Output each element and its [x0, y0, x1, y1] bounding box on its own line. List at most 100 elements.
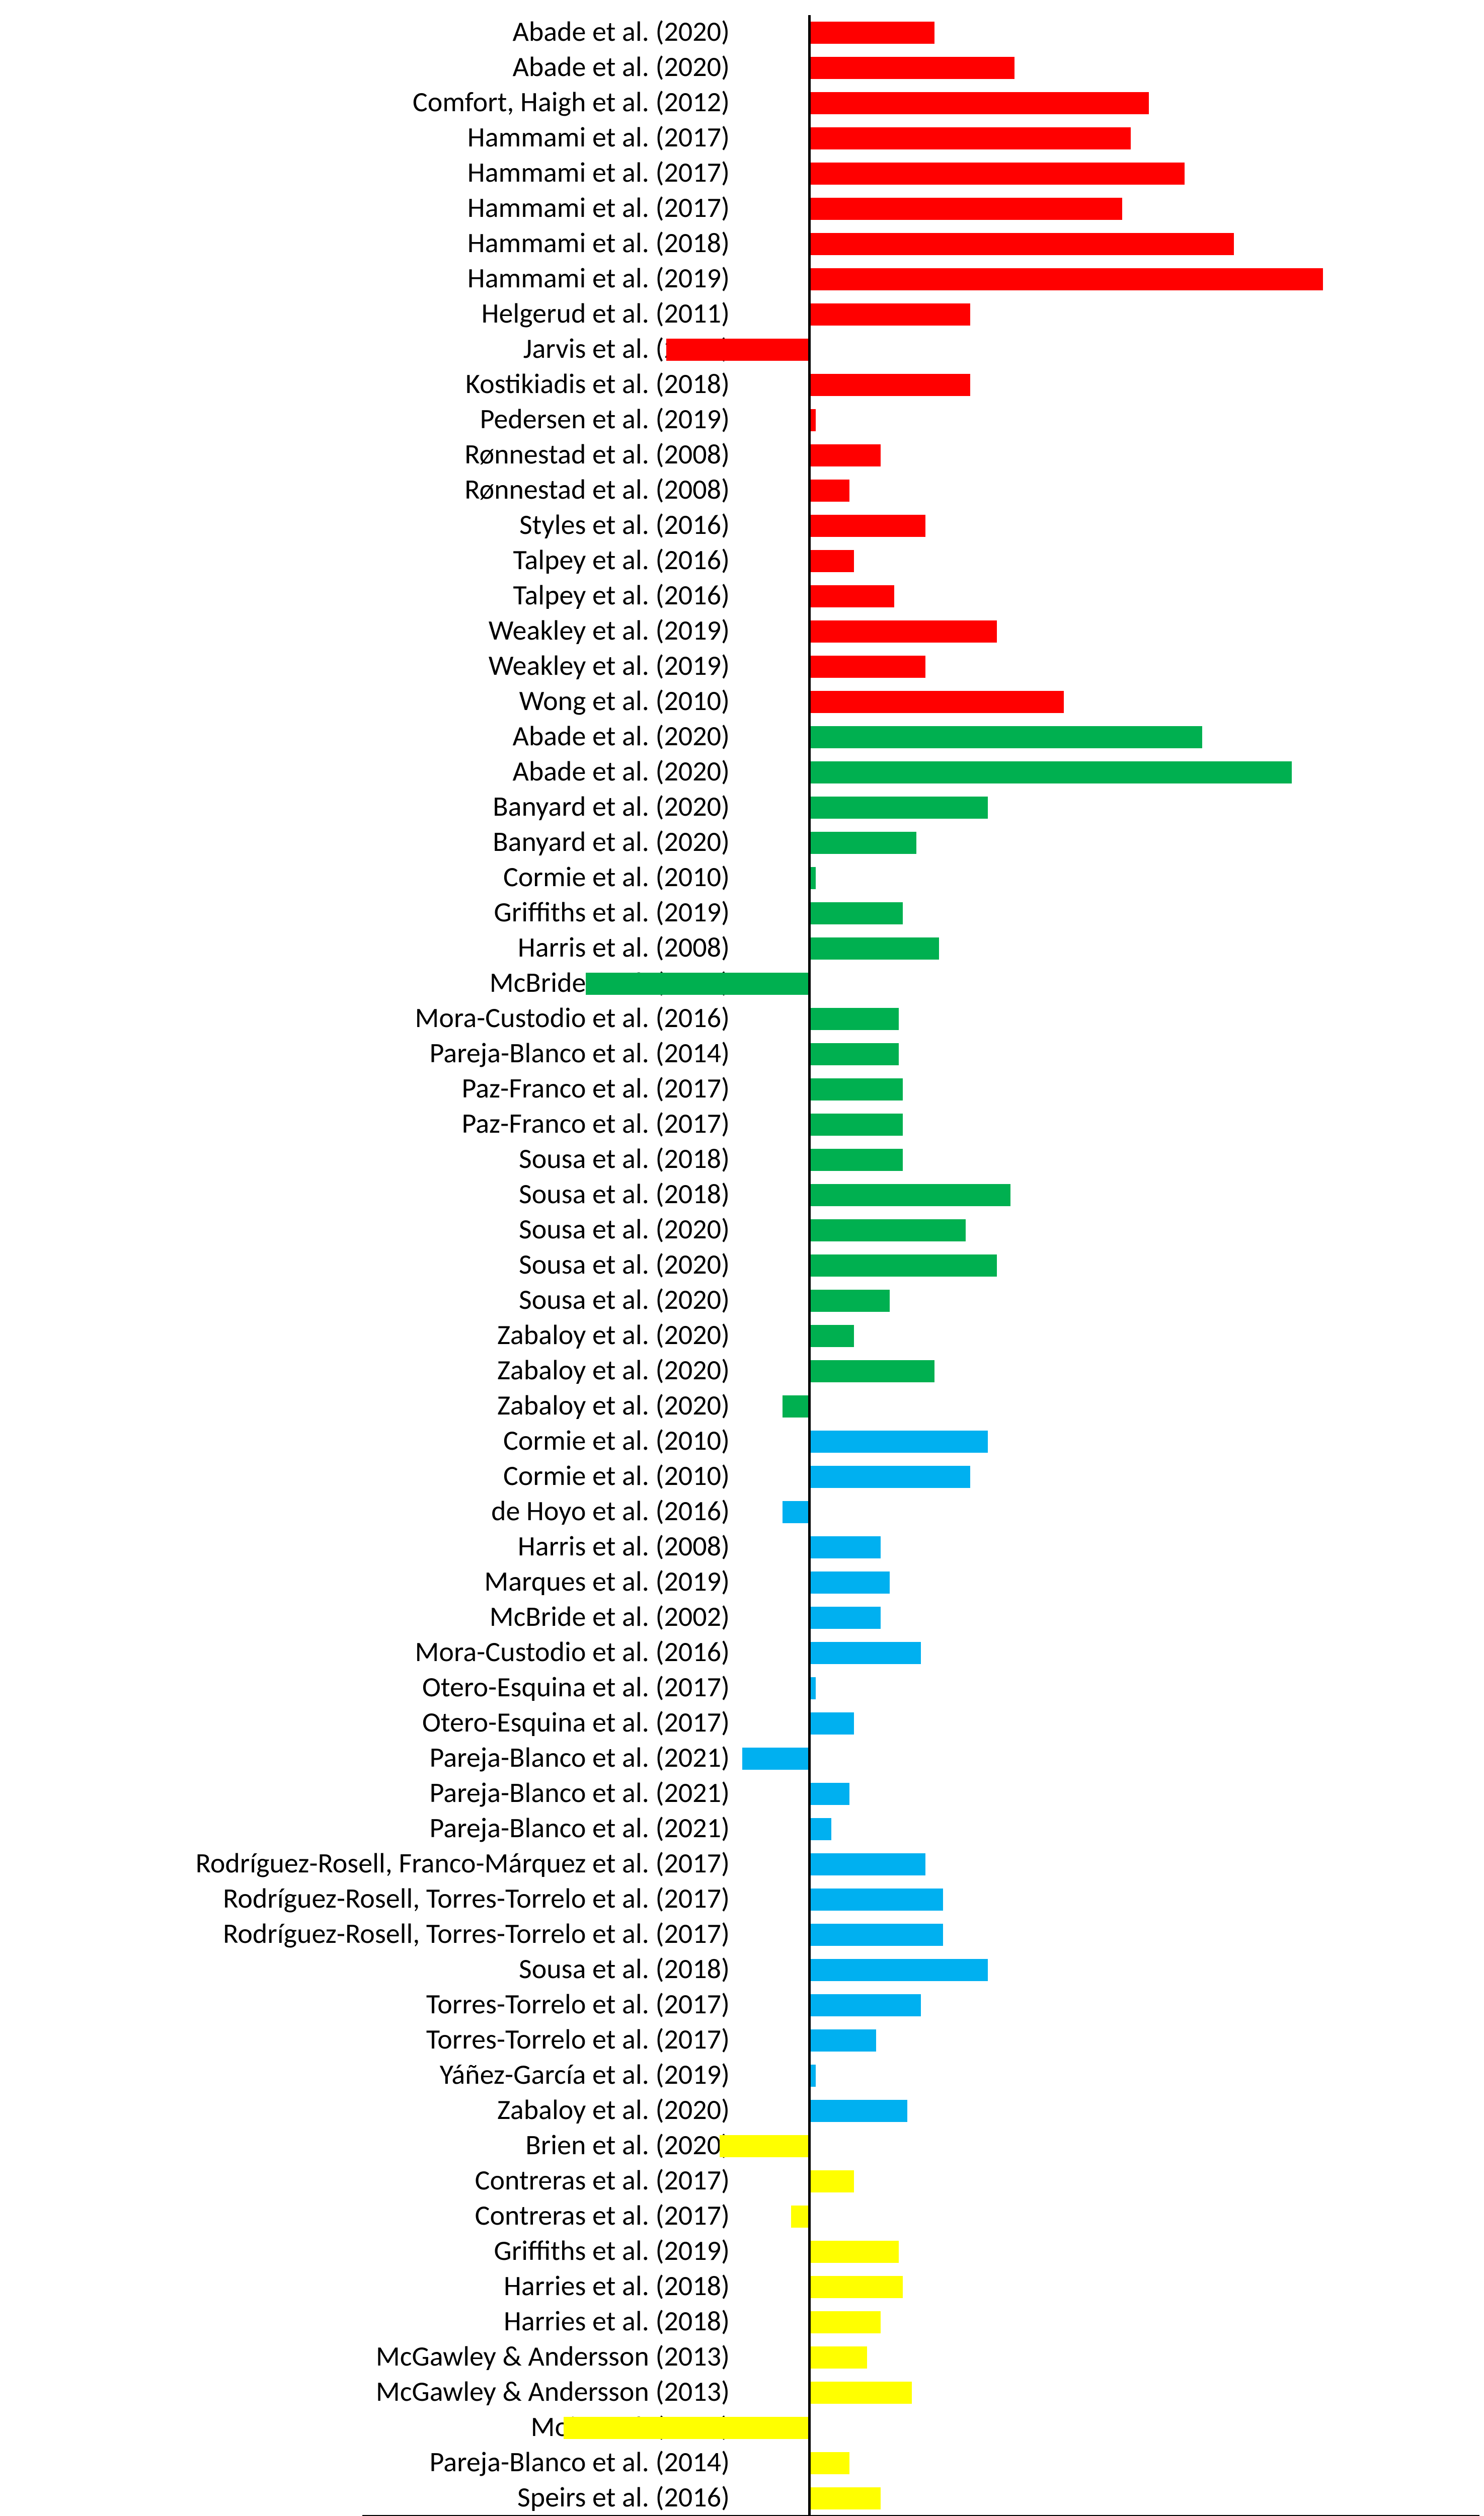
study-label: Paz-Franco et al. (2017) — [0, 1107, 730, 1141]
bar-yellow — [809, 2170, 854, 2192]
study-label: Kostikiadis et al. (2018) — [0, 367, 730, 401]
study-label: Pareja-Blanco et al. (2021) — [0, 1776, 730, 1810]
bar-blue — [809, 1712, 854, 1735]
bar-blue — [809, 1642, 921, 1664]
study-label: Harris et al. (2008) — [0, 930, 730, 965]
study-label: Banyard et al. (2020) — [0, 825, 730, 859]
bar-yellow — [809, 2346, 867, 2369]
bar-red — [809, 127, 1131, 149]
bar-red — [809, 585, 894, 607]
bar-red — [809, 656, 925, 678]
bar-green — [809, 761, 1292, 783]
bar-green — [809, 937, 939, 960]
study-label: Sousa et al. (2020) — [0, 1212, 730, 1246]
bar-yellow — [809, 2452, 849, 2474]
study-label: Brien et al. (2020) — [0, 2128, 730, 2162]
study-label: Zabaloy et al. (2020) — [0, 1318, 730, 1352]
study-label: Paz-Franco et al. (2017) — [0, 1071, 730, 1106]
study-label: Mora-Custodio et al. (2016) — [0, 1001, 730, 1035]
study-label: Yáñez-García et al. (2019) — [0, 2058, 730, 2092]
bar-green — [809, 1360, 934, 1382]
study-label: Sousa et al. (2018) — [0, 1177, 730, 1211]
study-label: Talpey et al. (2016) — [0, 578, 730, 612]
bar-yellow — [791, 2206, 809, 2228]
study-label: McGawley & Andersson (2013) — [0, 2375, 730, 2409]
study-label: Harries et al. (2018) — [0, 2304, 730, 2338]
study-label: McBride et al. (2002) — [0, 1600, 730, 1634]
bar-yellow — [809, 2241, 899, 2263]
bar-blue — [809, 1571, 890, 1594]
study-label: Hammami et al. (2017) — [0, 120, 730, 154]
bar-green — [809, 1114, 903, 1136]
bar-yellow — [720, 2135, 809, 2157]
study-label: Contreras et al. (2017) — [0, 2198, 730, 2233]
study-label: Torres-Torrelo et al. (2017) — [0, 1987, 730, 2021]
study-label: Cormie et al. (2010) — [0, 1459, 730, 1493]
bar-red — [809, 691, 1064, 713]
bar-blue — [809, 1853, 925, 1875]
study-label: Pedersen et al. (2019) — [0, 402, 730, 436]
bar-green — [809, 1325, 854, 1347]
study-label: Abade et al. (2020) — [0, 754, 730, 789]
study-label: Sousa et al. (2020) — [0, 1283, 730, 1317]
study-label: Styles et al. (2016) — [0, 508, 730, 542]
bar-red — [809, 550, 854, 572]
bar-red — [809, 268, 1323, 290]
study-label: Harries et al. (2018) — [0, 2269, 730, 2303]
bar-yellow — [809, 2276, 903, 2298]
study-label: Otero-Esquina et al. (2017) — [0, 1670, 730, 1704]
study-label: Cormie et al. (2010) — [0, 860, 730, 894]
bar-blue — [809, 1818, 831, 1840]
bar-red — [666, 339, 809, 361]
study-label: Rønnestad et al. (2008) — [0, 473, 730, 507]
study-label: Pareja-Blanco et al. (2021) — [0, 1741, 730, 1775]
bar-blue — [809, 1924, 943, 1946]
bar-green — [809, 1184, 1010, 1206]
study-label: Rønnestad et al. (2008) — [0, 437, 730, 471]
study-label: Abade et al. (2020) — [0, 15, 730, 49]
bar-green — [809, 1043, 899, 1065]
bar-blue — [809, 1431, 988, 1453]
study-label: Banyard et al. (2020) — [0, 790, 730, 824]
study-label: Pareja-Blanco et al. (2014) — [0, 2445, 730, 2479]
bar-green — [809, 726, 1202, 748]
study-label: Rodríguez-Rosell, Torres-Torrelo et al. … — [0, 1917, 730, 1951]
study-label: Cormie et al. (2010) — [0, 1424, 730, 1458]
bar-green — [809, 832, 916, 854]
bar-red — [809, 480, 849, 502]
study-label: McGawley & Andersson (2013) — [0, 2339, 730, 2374]
bar-green — [809, 1254, 997, 1277]
study-label: Abade et al. (2020) — [0, 50, 730, 84]
study-label: Rodríguez-Rosell, Torres-Torrelo et al. … — [0, 1881, 730, 1916]
percentage-change-bar-chart: Abade et al. (2020)Abade et al. (2020)Co… — [0, 0, 1484, 2516]
bar-green — [809, 1219, 966, 1241]
bar-red — [809, 92, 1149, 114]
bar-green — [809, 1008, 899, 1030]
bar-red — [809, 515, 925, 537]
bar-green — [809, 1078, 903, 1100]
bar-red — [809, 374, 970, 396]
bar-blue — [809, 1959, 988, 1981]
bar-green — [809, 902, 903, 924]
bar-blue — [742, 1748, 809, 1770]
bar-yellow — [809, 2311, 881, 2333]
study-label: Griffiths et al. (2019) — [0, 2234, 730, 2268]
study-label: Hammami et al. (2017) — [0, 155, 730, 190]
bar-yellow — [809, 2487, 881, 2509]
study-label: Contreras et al. (2017) — [0, 2163, 730, 2197]
bar-red — [809, 444, 881, 466]
bar-red — [809, 620, 997, 643]
bar-red — [809, 198, 1122, 220]
bar-blue — [809, 2029, 876, 2052]
y-axis-line — [808, 15, 811, 2516]
study-label: Sousa et al. (2020) — [0, 1247, 730, 1282]
bar-blue — [809, 1783, 849, 1805]
study-label: Weakley et al. (2019) — [0, 613, 730, 648]
study-label: Pareja-Blanco et al. (2014) — [0, 1036, 730, 1070]
bar-blue — [809, 1889, 943, 1911]
study-label: Jarvis et al. (2019) — [0, 332, 730, 366]
bar-red — [809, 233, 1234, 255]
study-label: Helgerud et al. (2011) — [0, 296, 730, 331]
bar-green — [809, 797, 988, 819]
bar-blue — [809, 1466, 970, 1488]
